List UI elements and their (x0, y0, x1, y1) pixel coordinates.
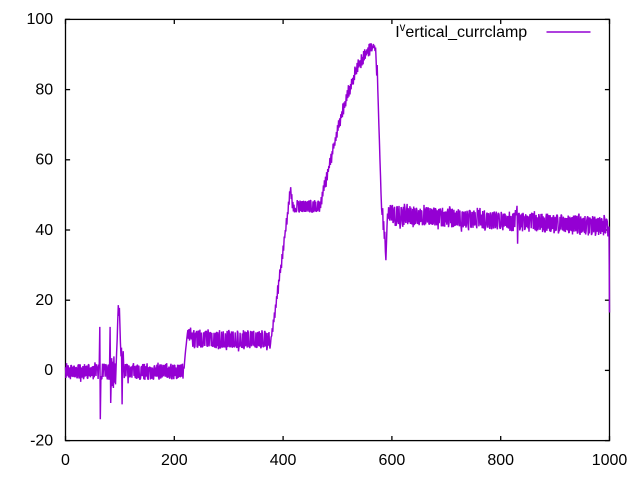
svg-text:100: 100 (26, 11, 53, 28)
svg-text:0: 0 (44, 362, 53, 379)
svg-text:80: 80 (35, 81, 53, 98)
svg-text:200: 200 (161, 452, 188, 469)
svg-text:40: 40 (35, 222, 53, 239)
svg-text:20: 20 (35, 292, 53, 309)
svg-text:0: 0 (61, 452, 70, 469)
svg-text:400: 400 (270, 452, 297, 469)
svg-text:800: 800 (487, 452, 514, 469)
svg-text:600: 600 (379, 452, 406, 469)
svg-text:Ivertical_currclamp: Ivertical_currclamp (395, 22, 527, 41)
svg-text:60: 60 (35, 152, 53, 169)
svg-text:-20: -20 (30, 432, 53, 449)
svg-text:1000: 1000 (592, 452, 628, 469)
